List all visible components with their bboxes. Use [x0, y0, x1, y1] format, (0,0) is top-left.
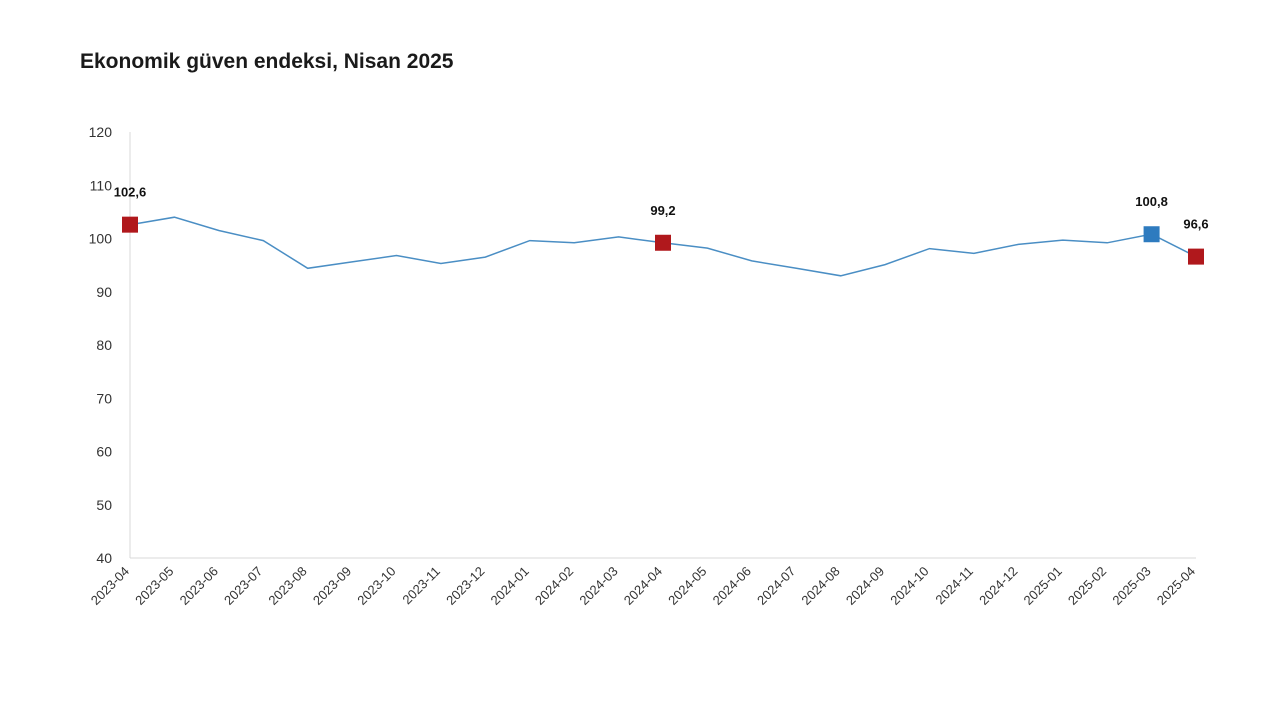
y-tick-label: 50: [96, 497, 112, 513]
x-tick-label: 2024-03: [576, 564, 620, 608]
x-tick-label: 2025-03: [1109, 564, 1153, 608]
highlight-marker: [1143, 226, 1160, 243]
highlight-marker: [1188, 248, 1204, 265]
x-tick-label: 2023-10: [354, 564, 398, 608]
x-tick-label: 2023-04: [88, 564, 132, 608]
y-tick-label: 110: [90, 177, 113, 193]
x-tick-label: 2024-04: [621, 564, 665, 608]
y-tick-label: 120: [89, 124, 113, 140]
x-tick-label: 2023-05: [132, 564, 176, 608]
x-tick-label: 2023-06: [177, 564, 221, 608]
x-tick-label: 2024-12: [976, 564, 1020, 608]
chart-title: Ekonomik güven endeksi, Nisan 2025: [80, 50, 454, 73]
x-tick-label: 2024-10: [887, 564, 931, 608]
x-tick-label: 2024-05: [665, 564, 709, 608]
highlight-marker: [122, 216, 138, 233]
x-tick-label: 2025-01: [1021, 564, 1065, 608]
y-tick-label: 100: [89, 231, 113, 247]
x-tick-label: 2025-02: [1065, 564, 1109, 608]
data-label: 96,6: [1183, 217, 1208, 232]
x-tick-label: 2024-06: [710, 564, 754, 608]
y-tick-label: 90: [96, 284, 112, 300]
x-tick-label: 2024-11: [932, 564, 976, 608]
y-tick-label: 40: [96, 550, 112, 566]
highlight-marker: [655, 234, 671, 251]
x-tick-label: 2024-09: [843, 564, 887, 608]
x-tick-label: 2025-04: [1154, 564, 1198, 608]
data-label: 100,8: [1135, 194, 1168, 209]
x-tick-label: 2023-12: [443, 564, 487, 608]
x-tick-label: 2024-08: [798, 564, 842, 608]
x-tick-label: 2023-08: [265, 564, 309, 608]
x-tick-label: 2023-09: [310, 564, 354, 608]
x-tick-label: 2024-02: [532, 564, 576, 608]
x-tick-label: 2023-11: [399, 564, 443, 608]
y-tick-label: 80: [96, 337, 112, 353]
data-label: 102,6: [114, 185, 147, 200]
x-tick-label: 2023-07: [221, 564, 265, 608]
x-tick-label: 2024-07: [754, 564, 798, 608]
x-tick-label: 2024-01: [488, 564, 532, 608]
y-tick-label: 70: [96, 390, 112, 406]
y-tick-label: 60: [96, 444, 112, 460]
data-label: 99,2: [650, 203, 675, 218]
